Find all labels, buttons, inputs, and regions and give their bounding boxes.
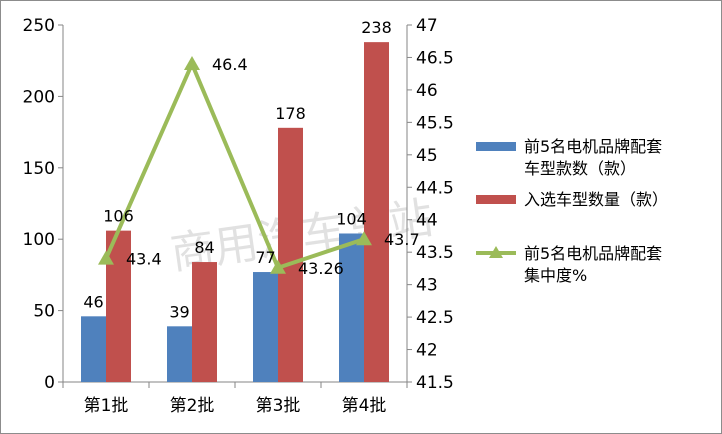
bar-data-label: 104 (336, 209, 367, 228)
right-tick-label: 42 (416, 341, 438, 361)
left-tick-label: 250 (23, 16, 55, 36)
bar (339, 233, 364, 382)
bar (192, 262, 217, 382)
bar (278, 127, 303, 382)
right-tick-label: 44.5 (416, 178, 454, 198)
bar-data-label: 84 (194, 238, 214, 257)
left-tick-label: 200 (23, 87, 55, 107)
line-series (98, 55, 372, 274)
line-data-label: 43.26 (298, 259, 344, 278)
right-tick-label: 41.5 (416, 373, 454, 393)
bar (364, 42, 389, 383)
line-marker (356, 231, 372, 246)
bar-data-label: 39 (169, 302, 189, 321)
x-tick-label: 第3批 (256, 396, 301, 416)
line-marker (270, 259, 286, 274)
left-tick-label: 100 (23, 230, 55, 250)
line-marker (98, 250, 114, 265)
right-tick-label: 43.5 (416, 243, 454, 263)
legend-swatch (476, 142, 516, 151)
bar-data-label: 238 (361, 18, 392, 37)
bars (81, 42, 389, 383)
legend-label: 车型款数（款） (524, 159, 636, 178)
legend-label: 前5名电机品牌配套 (524, 137, 662, 156)
right-tick-label: 42.5 (416, 308, 454, 328)
line-marker (184, 55, 200, 70)
legend-label: 入选车型数量（款） (524, 190, 668, 209)
x-tick-label: 第2批 (170, 396, 215, 416)
left-tick-label: 50 (33, 302, 55, 322)
data-labels: 46 39 77 104 106 84 178 238 43.4 46.4 43.26 43.7 (83, 18, 419, 321)
right-tick-label: 46.5 (416, 48, 454, 68)
right-tick-label: 45.5 (416, 113, 454, 133)
bar-data-label: 106 (103, 207, 134, 226)
right-tick-label: 46 (416, 81, 438, 101)
right-tick-label: 47 (416, 16, 438, 36)
legend-label: 集中度% (524, 266, 587, 285)
legend-label: 前5名电机品牌配套 (524, 244, 662, 263)
right-tick-label: 44 (416, 211, 438, 231)
x-tick-label: 第1批 (84, 396, 129, 416)
x-tick-label: 第4批 (342, 396, 387, 416)
bar-data-label: 178 (275, 104, 306, 123)
line-path (104, 61, 365, 270)
legend-swatch-marker (489, 246, 503, 258)
legend-swatch (476, 195, 516, 204)
bar (167, 326, 192, 382)
line-data-label: 43.4 (126, 250, 162, 269)
right-tick-label: 43 (416, 276, 438, 296)
right-tick-label: 45 (416, 146, 438, 166)
left-tick-label: 150 (23, 159, 55, 179)
line-data-label: 43.7 (384, 230, 420, 249)
bar (106, 230, 131, 382)
line-data-label: 46.4 (212, 55, 248, 74)
bar (81, 316, 106, 382)
bar (253, 272, 278, 382)
left-tick-label: 0 (44, 373, 55, 393)
bar-data-label: 46 (83, 292, 103, 311)
bar-data-label: 77 (255, 248, 275, 267)
